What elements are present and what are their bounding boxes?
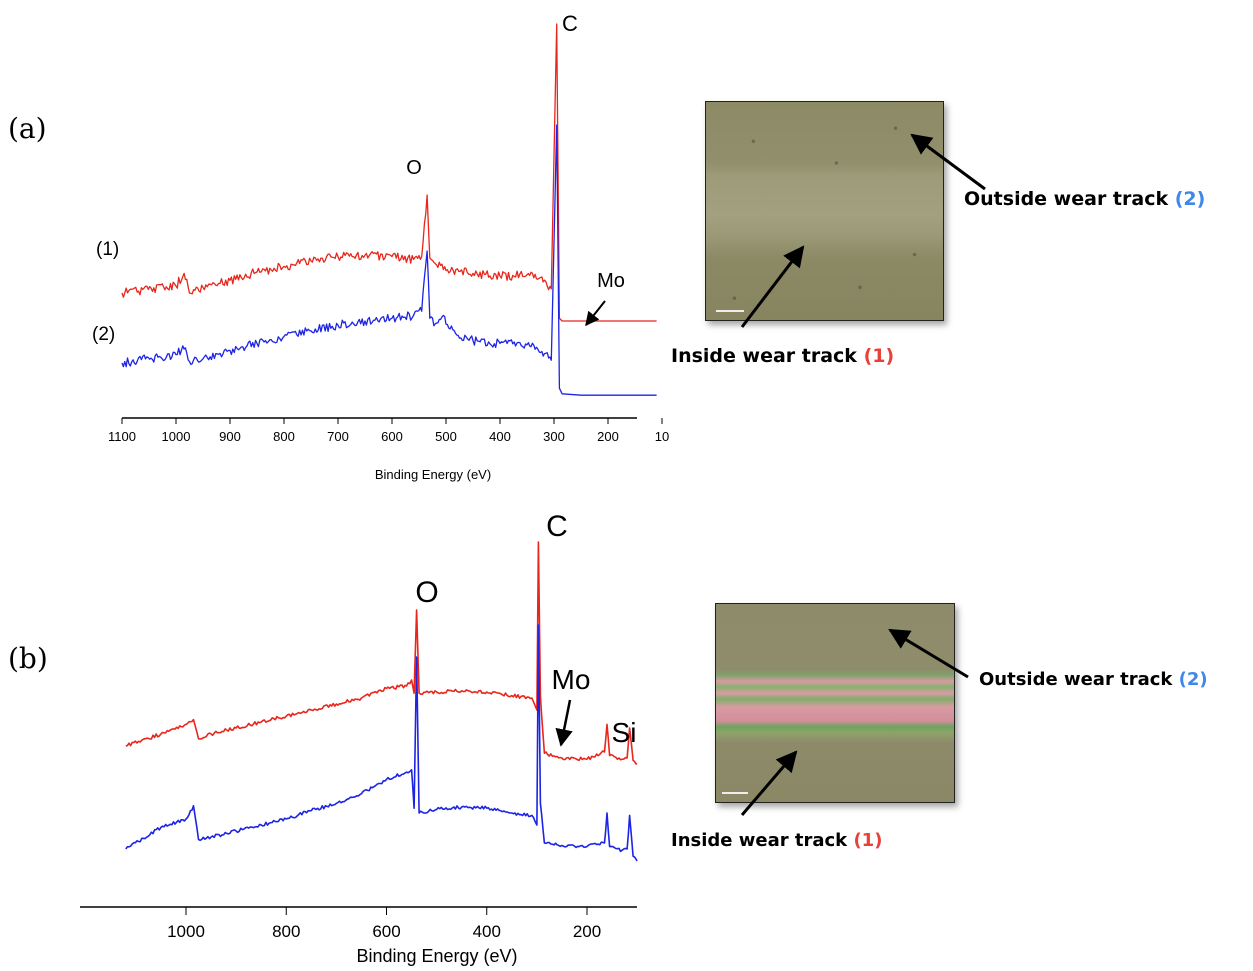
- callout-b-outside-num: (2): [1179, 669, 1208, 690]
- callout-b-outside-text: Outside wear track: [979, 669, 1172, 690]
- callout-a-outside-text: Outside wear track: [964, 188, 1168, 210]
- callout-b-inside: Inside wear track (1): [671, 830, 882, 851]
- callout-a-inside: Inside wear track (1): [671, 345, 894, 367]
- arrow-a-outside: [912, 135, 985, 189]
- arrow-b-inside: [742, 752, 796, 815]
- callout-a-inside-text: Inside wear track: [671, 345, 857, 367]
- callout-a-outside-num: (2): [1175, 188, 1206, 210]
- arrow-a-inside: [742, 247, 803, 327]
- callout-a-outside: Outside wear track (2): [964, 188, 1205, 210]
- callout-b-inside-text: Inside wear track: [671, 830, 847, 851]
- callout-a-inside-num: (1): [864, 345, 895, 367]
- callout-b-inside-num: (1): [853, 830, 882, 851]
- callout-b-outside: Outside wear track (2): [979, 669, 1208, 690]
- arrow-b-outside: [890, 630, 968, 677]
